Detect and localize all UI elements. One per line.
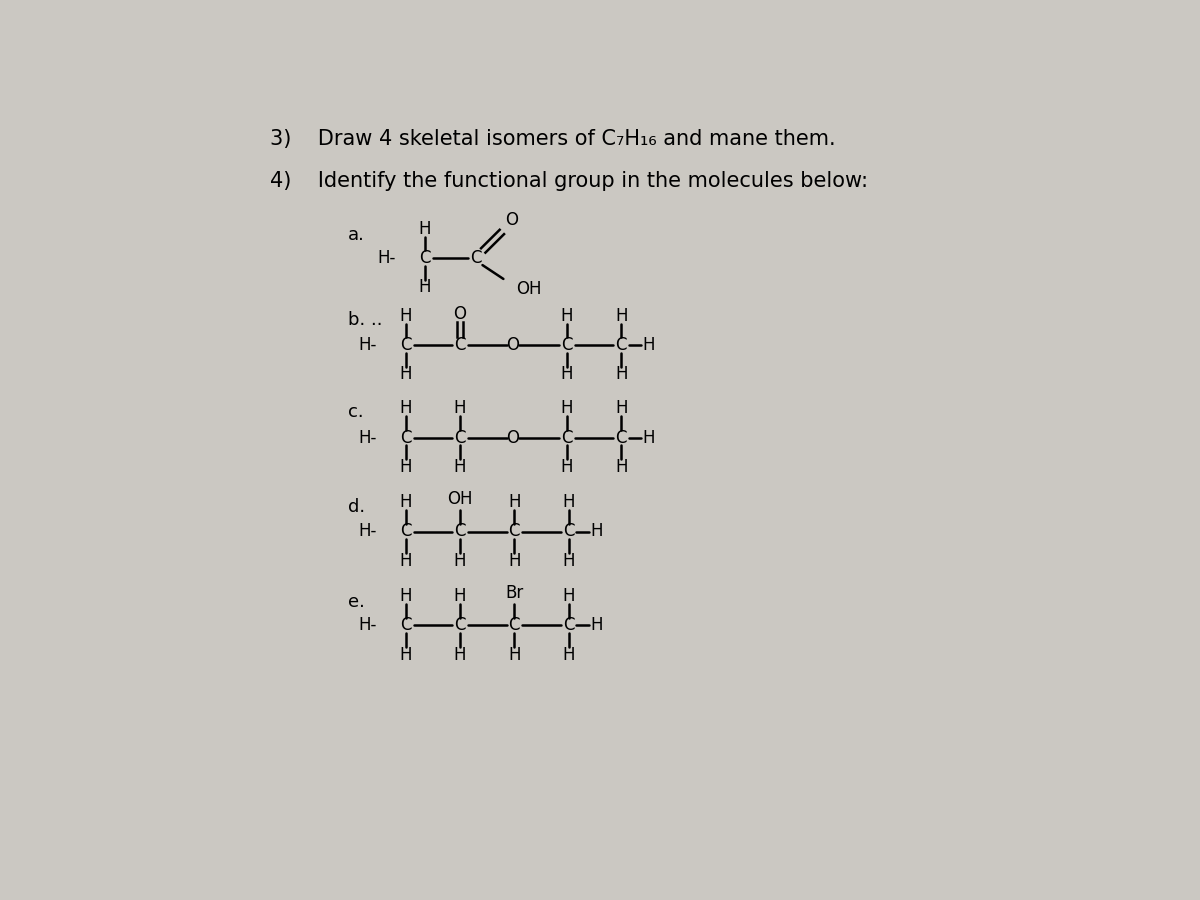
Text: H: H [400, 645, 412, 663]
Text: C: C [455, 616, 466, 634]
Text: H: H [643, 428, 655, 446]
Text: H: H [419, 220, 431, 238]
Text: O: O [506, 337, 520, 355]
Text: Br: Br [505, 584, 523, 602]
Text: H: H [400, 307, 412, 325]
Text: c.: c. [348, 403, 364, 421]
Text: H-: H- [358, 616, 377, 634]
Text: H-: H- [358, 523, 377, 541]
Text: C: C [616, 337, 626, 355]
Text: H: H [454, 552, 467, 570]
Text: H: H [563, 587, 575, 605]
Text: H: H [560, 307, 574, 325]
Text: H-: H- [358, 337, 377, 355]
Text: H-: H- [358, 428, 377, 446]
Text: H: H [563, 552, 575, 570]
Text: C: C [469, 249, 481, 267]
Text: H: H [614, 400, 628, 418]
Text: H: H [400, 587, 412, 605]
Text: H: H [454, 458, 467, 476]
Text: H: H [454, 400, 467, 418]
Text: H: H [454, 587, 467, 605]
Text: C: C [562, 337, 572, 355]
Text: b. ..: b. .. [348, 310, 382, 328]
Text: O: O [454, 305, 467, 323]
Text: C: C [400, 337, 412, 355]
Text: 4)    Identify the functional group in the molecules below:: 4) Identify the functional group in the … [270, 171, 868, 191]
Text: C: C [455, 337, 466, 355]
Text: H: H [560, 365, 574, 383]
Text: H: H [560, 400, 574, 418]
Text: C: C [509, 523, 520, 541]
Text: H: H [590, 523, 602, 541]
Text: H: H [560, 458, 574, 476]
Text: C: C [400, 523, 412, 541]
Text: H: H [400, 365, 412, 383]
Text: H: H [400, 552, 412, 570]
Text: H: H [400, 400, 412, 418]
Text: H: H [419, 278, 431, 296]
Text: H: H [454, 645, 467, 663]
Text: C: C [509, 616, 520, 634]
Text: C: C [563, 523, 575, 541]
Text: H: H [590, 616, 602, 634]
Text: d.: d. [348, 498, 365, 516]
Text: C: C [562, 428, 572, 446]
Text: H: H [563, 645, 575, 663]
Text: C: C [400, 428, 412, 446]
Text: C: C [616, 428, 626, 446]
Text: H: H [508, 645, 521, 663]
Text: H: H [508, 493, 521, 511]
Text: O: O [506, 428, 520, 446]
Text: e.: e. [348, 593, 365, 611]
Text: C: C [563, 616, 575, 634]
Text: C: C [455, 523, 466, 541]
Text: C: C [419, 249, 431, 267]
Text: H: H [614, 365, 628, 383]
Text: OH: OH [516, 280, 542, 298]
Text: H: H [614, 458, 628, 476]
Text: H: H [400, 458, 412, 476]
Text: O: O [505, 211, 517, 229]
Text: 3)    Draw 4 skeletal isomers of C₇H₁₆ and mane them.: 3) Draw 4 skeletal isomers of C₇H₁₆ and … [270, 129, 835, 148]
Text: a.: a. [348, 226, 365, 244]
Text: H: H [614, 307, 628, 325]
Text: OH: OH [448, 491, 473, 508]
Text: C: C [455, 428, 466, 446]
Text: C: C [400, 616, 412, 634]
Text: H: H [563, 493, 575, 511]
Text: H: H [400, 493, 412, 511]
Text: H: H [643, 337, 655, 355]
Text: H: H [508, 552, 521, 570]
Text: H-: H- [377, 249, 396, 267]
